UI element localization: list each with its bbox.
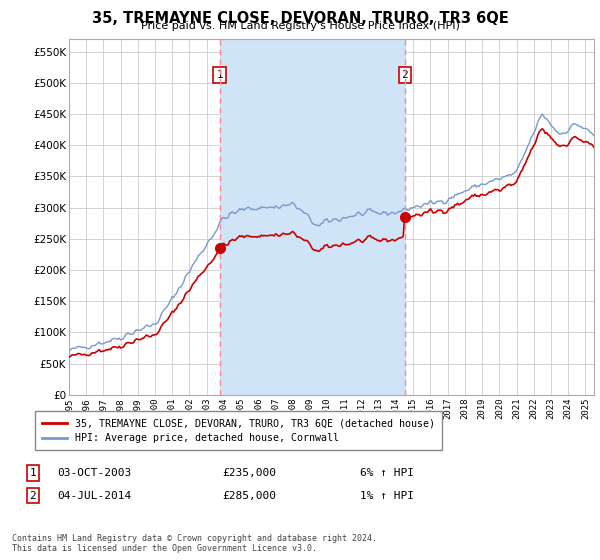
Text: 1% ↑ HPI: 1% ↑ HPI [360, 491, 414, 501]
Text: 35, TREMAYNE CLOSE, DEVORAN, TRURO, TR3 6QE: 35, TREMAYNE CLOSE, DEVORAN, TRURO, TR3 … [92, 11, 508, 26]
Text: £285,000: £285,000 [222, 491, 276, 501]
Text: £235,000: £235,000 [222, 468, 276, 478]
Text: 1: 1 [216, 70, 223, 80]
Text: 6% ↑ HPI: 6% ↑ HPI [360, 468, 414, 478]
Text: Price paid vs. HM Land Registry's House Price Index (HPI): Price paid vs. HM Land Registry's House … [140, 21, 460, 31]
Text: 2: 2 [29, 491, 37, 501]
Text: 2: 2 [401, 70, 408, 80]
Text: 03-OCT-2003: 03-OCT-2003 [57, 468, 131, 478]
Legend: 35, TREMAYNE CLOSE, DEVORAN, TRURO, TR3 6QE (detached house), HPI: Average price: 35, TREMAYNE CLOSE, DEVORAN, TRURO, TR3 … [35, 411, 442, 450]
Text: Contains HM Land Registry data © Crown copyright and database right 2024.
This d: Contains HM Land Registry data © Crown c… [12, 534, 377, 553]
Text: 04-JUL-2014: 04-JUL-2014 [57, 491, 131, 501]
Text: 1: 1 [29, 468, 37, 478]
